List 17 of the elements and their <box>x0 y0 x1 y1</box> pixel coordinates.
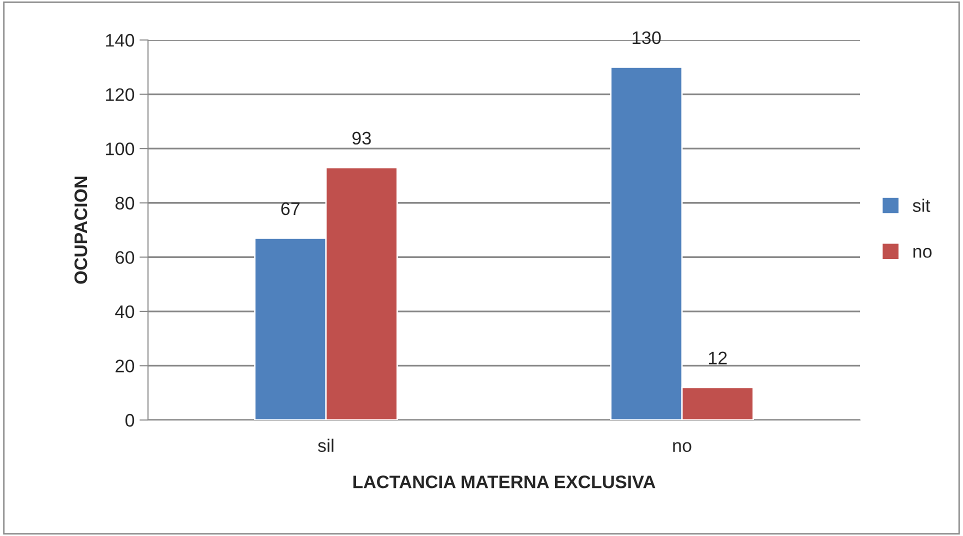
y-tick-label: 80 <box>116 196 134 210</box>
y-tick-label: 60 <box>116 251 134 264</box>
legend-label: no <box>913 248 932 258</box>
x-tick-label: sil <box>318 438 334 452</box>
legend-label: sit <box>912 198 930 212</box>
y-tick-label: 0 <box>125 414 134 427</box>
y-tick-label: 100 <box>106 142 134 156</box>
y-tick-label: 140 <box>106 34 134 47</box>
data-label: 67 <box>281 202 300 216</box>
data-label: 12 <box>708 352 727 364</box>
data-label: 93 <box>352 132 371 145</box>
data-label: 130 <box>632 31 661 44</box>
y-tick-label: 120 <box>106 88 134 102</box>
x-axis-title: LACTANCIA MATERNA EXCLUSIVA <box>353 476 656 488</box>
y-axis-title: OCUPACION <box>74 176 88 284</box>
y-tick-label: 40 <box>115 305 134 318</box>
y-tick-label: 20 <box>116 360 134 372</box>
